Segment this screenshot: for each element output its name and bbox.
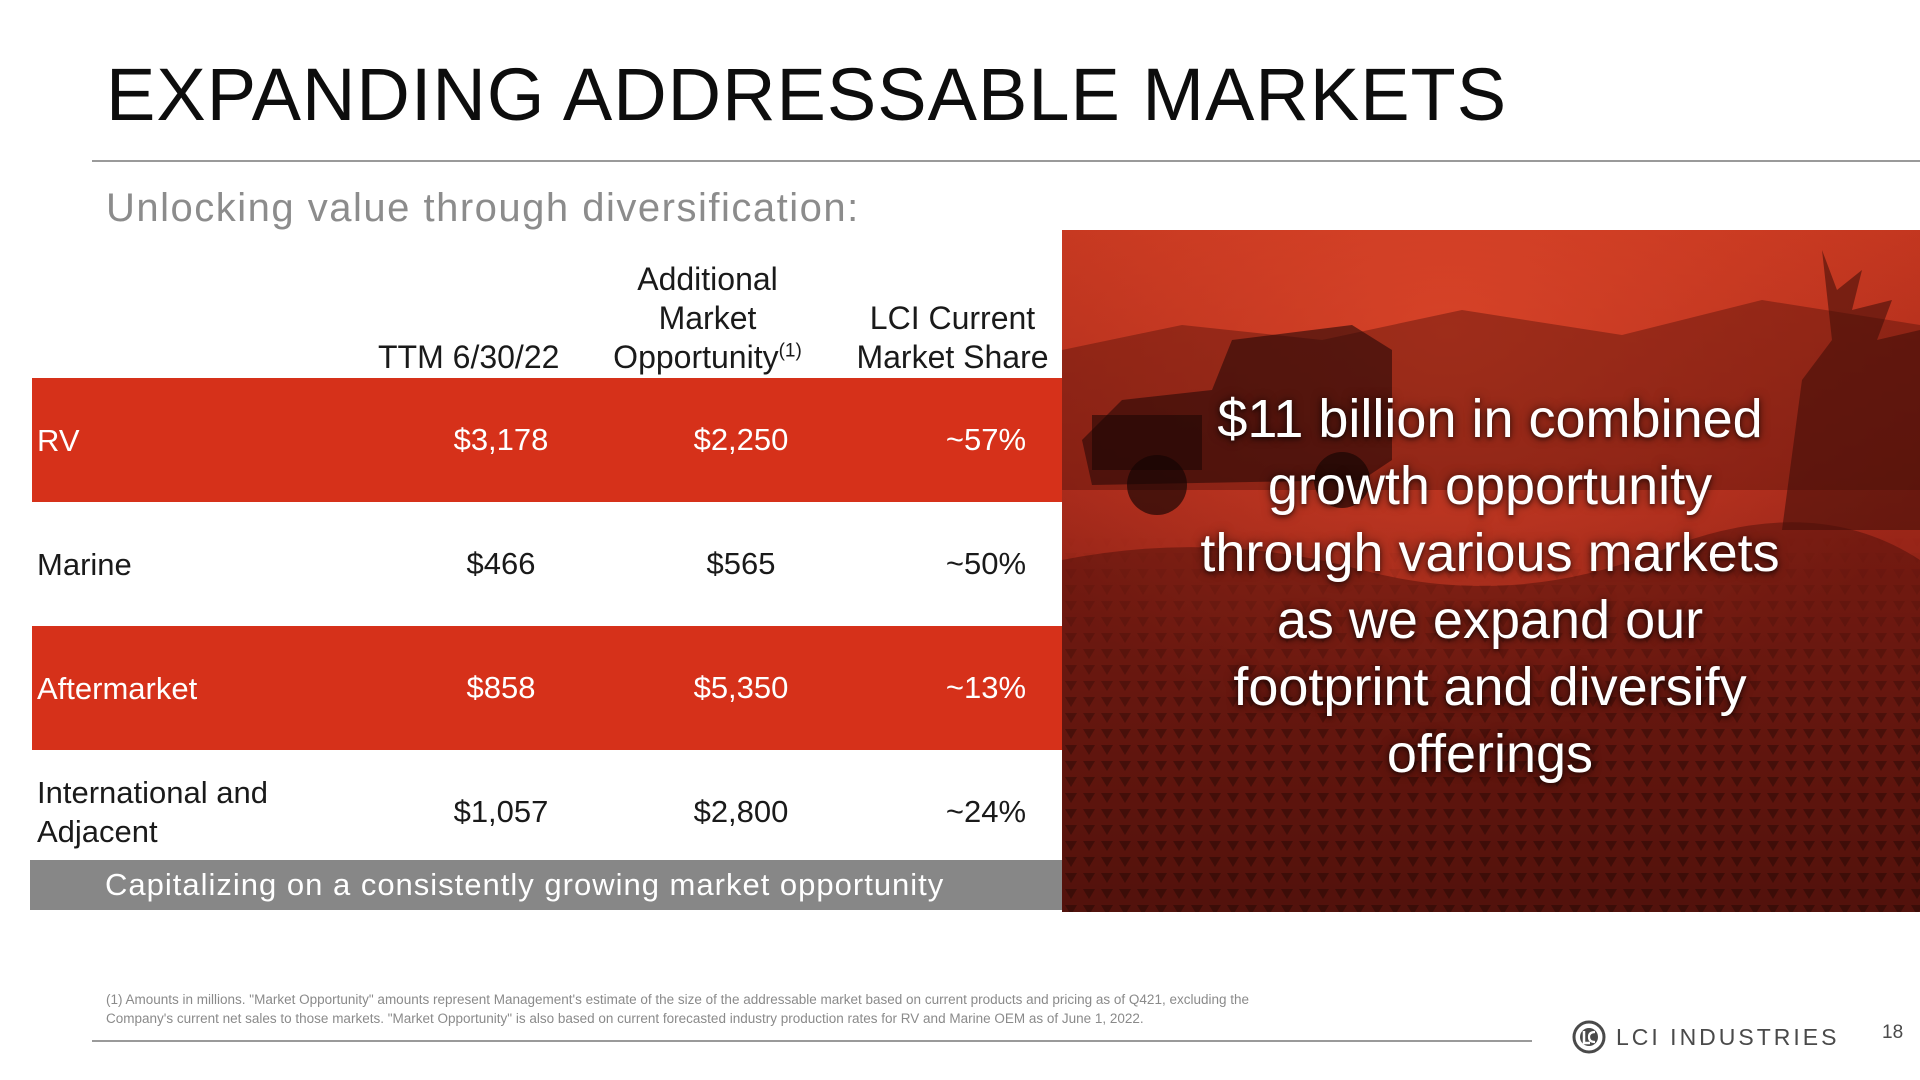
table-row-marine: Marine $466 $565 ~50% <box>32 502 1062 626</box>
row-label: International and Adjacent <box>37 775 268 849</box>
table-row-aftermarket: Aftermarket $858 $5,350 ~13% <box>32 626 1062 750</box>
cell-share: ~24% <box>945 794 1027 829</box>
cell-ttm: $1,057 <box>453 794 549 829</box>
table-row-international: International and Adjacent $1,057 $2,800… <box>32 750 1062 874</box>
footnote-ref: (1) <box>778 340 802 362</box>
photo-texture <box>1062 230 1920 912</box>
title-divider <box>92 160 1920 162</box>
callout-line: $11 billion in combined <box>1217 389 1763 449</box>
col-header-ttm: TTM 6/30/22 <box>378 338 560 377</box>
col-header-opportunity: Additional Market Opportunity(1) <box>600 260 815 377</box>
cell-opportunity: $2,800 <box>693 794 789 829</box>
row-label: Marine <box>37 546 132 582</box>
col-header-share-line1: LCI Current <box>869 300 1036 336</box>
col-header-ttm-label: TTM 6/30/22 <box>378 339 560 375</box>
cell-share: ~13% <box>945 670 1027 705</box>
row-label: RV <box>37 422 80 458</box>
cell-ttm: $858 <box>466 670 536 705</box>
footer-divider <box>92 1040 1532 1042</box>
col-header-opportunity-line3: Opportunity <box>613 339 779 375</box>
col-header-share-line2: Market Share <box>856 339 1049 375</box>
company-logo: LCI INDUSTRIES <box>1572 1020 1839 1054</box>
page-number: 18 <box>1882 1022 1904 1043</box>
cell-opportunity: $5,350 <box>693 670 789 705</box>
cell-share: ~57% <box>945 422 1027 457</box>
growth-callout: $11 billion in combined growth opportuni… <box>1130 386 1850 788</box>
slide-subtitle: Unlocking value through diversification: <box>106 186 860 230</box>
company-name: LCI INDUSTRIES <box>1616 1023 1840 1050</box>
slide-title: EXPANDING ADDRESSABLE MARKETS <box>106 53 1508 136</box>
cell-ttm: $3,178 <box>453 422 549 457</box>
footnote: (1) Amounts in millions. "Market Opportu… <box>106 990 1506 1028</box>
col-header-share: LCI Current Market Share <box>840 299 1065 377</box>
callout-line: offerings <box>1386 724 1594 784</box>
callout-line: growth opportunity <box>1267 456 1713 516</box>
cell-opportunity: $2,250 <box>693 422 789 457</box>
callout-line: through various markets <box>1200 523 1780 583</box>
footnote-line: Company's current net sales to those mar… <box>106 1011 1144 1026</box>
table-row-rv: RV $3,178 $2,250 ~57% <box>32 378 1062 502</box>
row-label: Aftermarket <box>37 670 198 706</box>
cell-opportunity: $565 <box>706 546 776 581</box>
callout-line: as we expand our <box>1276 590 1704 650</box>
col-header-opportunity-line1: Additional <box>637 261 778 297</box>
summary-banner: Capitalizing on a consistently growing m… <box>30 860 1064 910</box>
lci-logo-icon <box>1572 1020 1606 1054</box>
footnote-line: (1) Amounts in millions. "Market Opportu… <box>106 992 1250 1007</box>
cell-share: ~50% <box>945 546 1027 581</box>
cell-ttm: $466 <box>466 546 536 581</box>
col-header-opportunity-line2: Market <box>658 300 757 336</box>
background-photo <box>1062 230 1920 912</box>
callout-line: footprint and diversify <box>1233 657 1747 717</box>
